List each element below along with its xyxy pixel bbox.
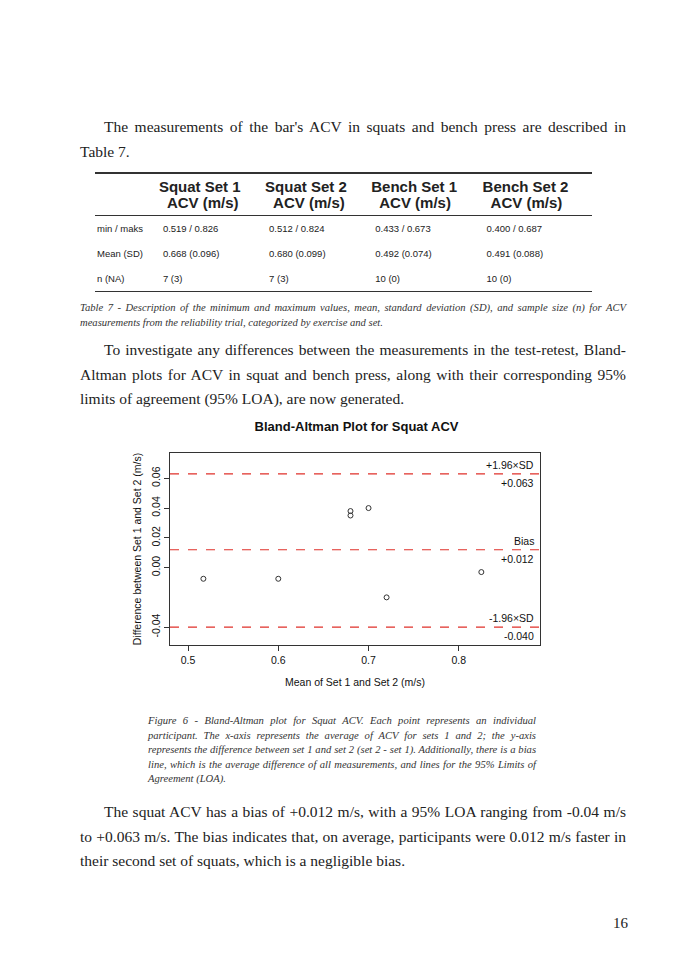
html-text:min / maks: min / maks [97, 223, 143, 234]
svg-text:-1.96×SD: -1.96×SD [489, 612, 534, 624]
html-text:Squat Set 2: Squat Set 2 [265, 178, 347, 195]
html-text:0.519 / 0.826: 0.519 / 0.826 [162, 223, 219, 234]
html-text:0.491 (0.088): 0.491 (0.088) [486, 248, 544, 259]
html-text:Table 7 - Description of the m: Table 7 - Description of the minimum and… [80, 302, 626, 328]
html-text:ACV (m/s): ACV (m/s) [379, 194, 451, 211]
svg-text:0.04: 0.04 [150, 496, 162, 517]
html-text:7 (3): 7 (3) [269, 273, 289, 284]
svg-text:0.8: 0.8 [451, 654, 466, 666]
html-text:0.492 (0.074): 0.492 (0.074) [375, 248, 432, 259]
svg-text:-0.040: -0.040 [504, 630, 534, 642]
html-text:0.680 (0.099): 0.680 (0.099) [269, 248, 326, 259]
svg-text:Bland-Altman Plot for Squat AC: Bland-Altman Plot for Squat ACV [255, 419, 459, 434]
html-text:16: 16 [613, 915, 628, 931]
html-text:10 (0): 10 (0) [375, 273, 400, 284]
svg-text:+0.012: +0.012 [501, 553, 534, 565]
svg-text:0.7: 0.7 [361, 654, 376, 666]
html-text:0.400 / 0.687: 0.400 / 0.687 [486, 223, 542, 234]
svg-text:+1.96×SD: +1.96×SD [486, 459, 534, 471]
html-text:7 (3): 7 (3) [162, 273, 183, 284]
html-text:The squat ACV has a bias of +0: The squat ACV has a bias of +0.012 m/s, … [80, 803, 626, 869]
html-text:Mean (SD): Mean (SD) [97, 248, 143, 259]
svg-text:Bias: Bias [514, 535, 534, 547]
svg-text:0.06: 0.06 [150, 466, 162, 487]
html-text:The measurements of the bar's: The measurements of the bar's ACV in squ… [80, 118, 626, 160]
svg-text:+0.063: +0.063 [501, 477, 534, 489]
svg-text:0.5: 0.5 [181, 654, 196, 666]
svg-text:0.00: 0.00 [150, 556, 162, 577]
html-text:Figure 6 - Bland-Altman plot f: Figure 6 - Bland-Altman plot for Squat A… [148, 715, 536, 784]
html-text:10 (0): 10 (0) [486, 273, 512, 284]
svg-text:-0.04: -0.04 [150, 613, 162, 637]
html-text:n (NA): n (NA) [97, 273, 125, 284]
html-text:ACV (m/s): ACV (m/s) [273, 194, 345, 211]
html-text:Bench Set 2: Bench Set 2 [482, 178, 569, 195]
html-text:Squat Set 1: Squat Set 1 [158, 178, 241, 195]
html-text:ACV (m/s): ACV (m/s) [166, 194, 239, 211]
svg-text:Mean of Set 1 and Set 2 (m/s): Mean of Set 1 and Set 2 (m/s) [285, 676, 425, 688]
svg-text:0.6: 0.6 [271, 654, 286, 666]
html-text:Bench Set 1: Bench Set 1 [371, 178, 458, 195]
html-text:0.668 (0.096): 0.668 (0.096) [162, 248, 220, 259]
svg-text:Difference between Set 1 and S: Difference between Set 1 and Set 2 (m/s) [131, 453, 143, 645]
html-text:0.512 / 0.824: 0.512 / 0.824 [269, 223, 325, 234]
svg-text:0.02: 0.02 [150, 526, 162, 547]
html-text:ACV (m/s): ACV (m/s) [490, 194, 563, 211]
html-text:0.433 / 0.673: 0.433 / 0.673 [375, 223, 431, 234]
html-text:To investigate any differences: To investigate any differences between t… [80, 341, 626, 407]
